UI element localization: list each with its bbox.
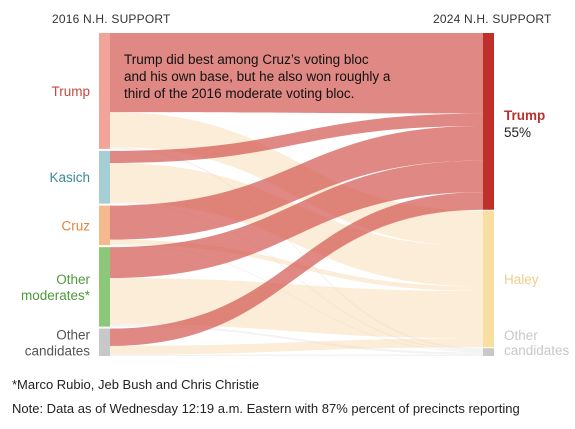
flow-other_candidates-to-other [110,354,483,356]
target-label-haley: Haley [504,272,539,287]
source-label-cruz: Cruz [61,218,90,233]
source-node-kasich [99,150,110,204]
source-node-cruz [99,205,110,246]
source-node-trump [99,33,110,149]
source-label-other_moderates: Other moderates* [21,272,91,303]
target-label-trump: Trump [504,108,545,123]
flow-other_moderates-to-trump [110,160,483,279]
node-layer [99,33,494,356]
target-node-trump [483,33,494,210]
right-header: 2024 N.H. SUPPORT [433,12,552,26]
source-label-trump: Trump [51,84,90,99]
flow-layer [110,33,483,356]
source-node-other_candidates [99,328,110,356]
flow-trump-to-other [110,147,483,350]
flow-cruz-to-trump [110,125,483,240]
target-label-other: Other candidates [504,328,570,358]
flow-trump-to-trump [110,33,483,114]
chart-annotation: Trump did best among Cruz’s voting bloc … [124,52,391,101]
flow-kasich-to-trump [110,113,483,164]
source-node-other_moderates [99,247,110,327]
label-layer: Trump Kasich Cruz Other moderates* Other candi… [21,84,570,358]
source-label-other_candidates: Other candidates [25,327,91,358]
target-value-trump: 55% [504,125,531,140]
footnote-asterisk: *Marco Rubio, Jeb Bush and Chris Christi… [12,377,260,392]
target-node-other [483,348,494,356]
target-node-haley [483,210,494,348]
flow-cruz-to-other [110,244,483,353]
flow-other_candidates-to-trump [110,192,483,346]
flow-other_moderates-to-other [110,324,483,355]
footnote-note: Note: Data as of Wednesday 12:19 a.m. Ea… [12,401,520,416]
flow-other_candidates-to-haley [110,338,483,355]
source-label-kasich: Kasich [49,170,90,185]
left-header: 2016 N.H. SUPPORT [52,12,171,26]
